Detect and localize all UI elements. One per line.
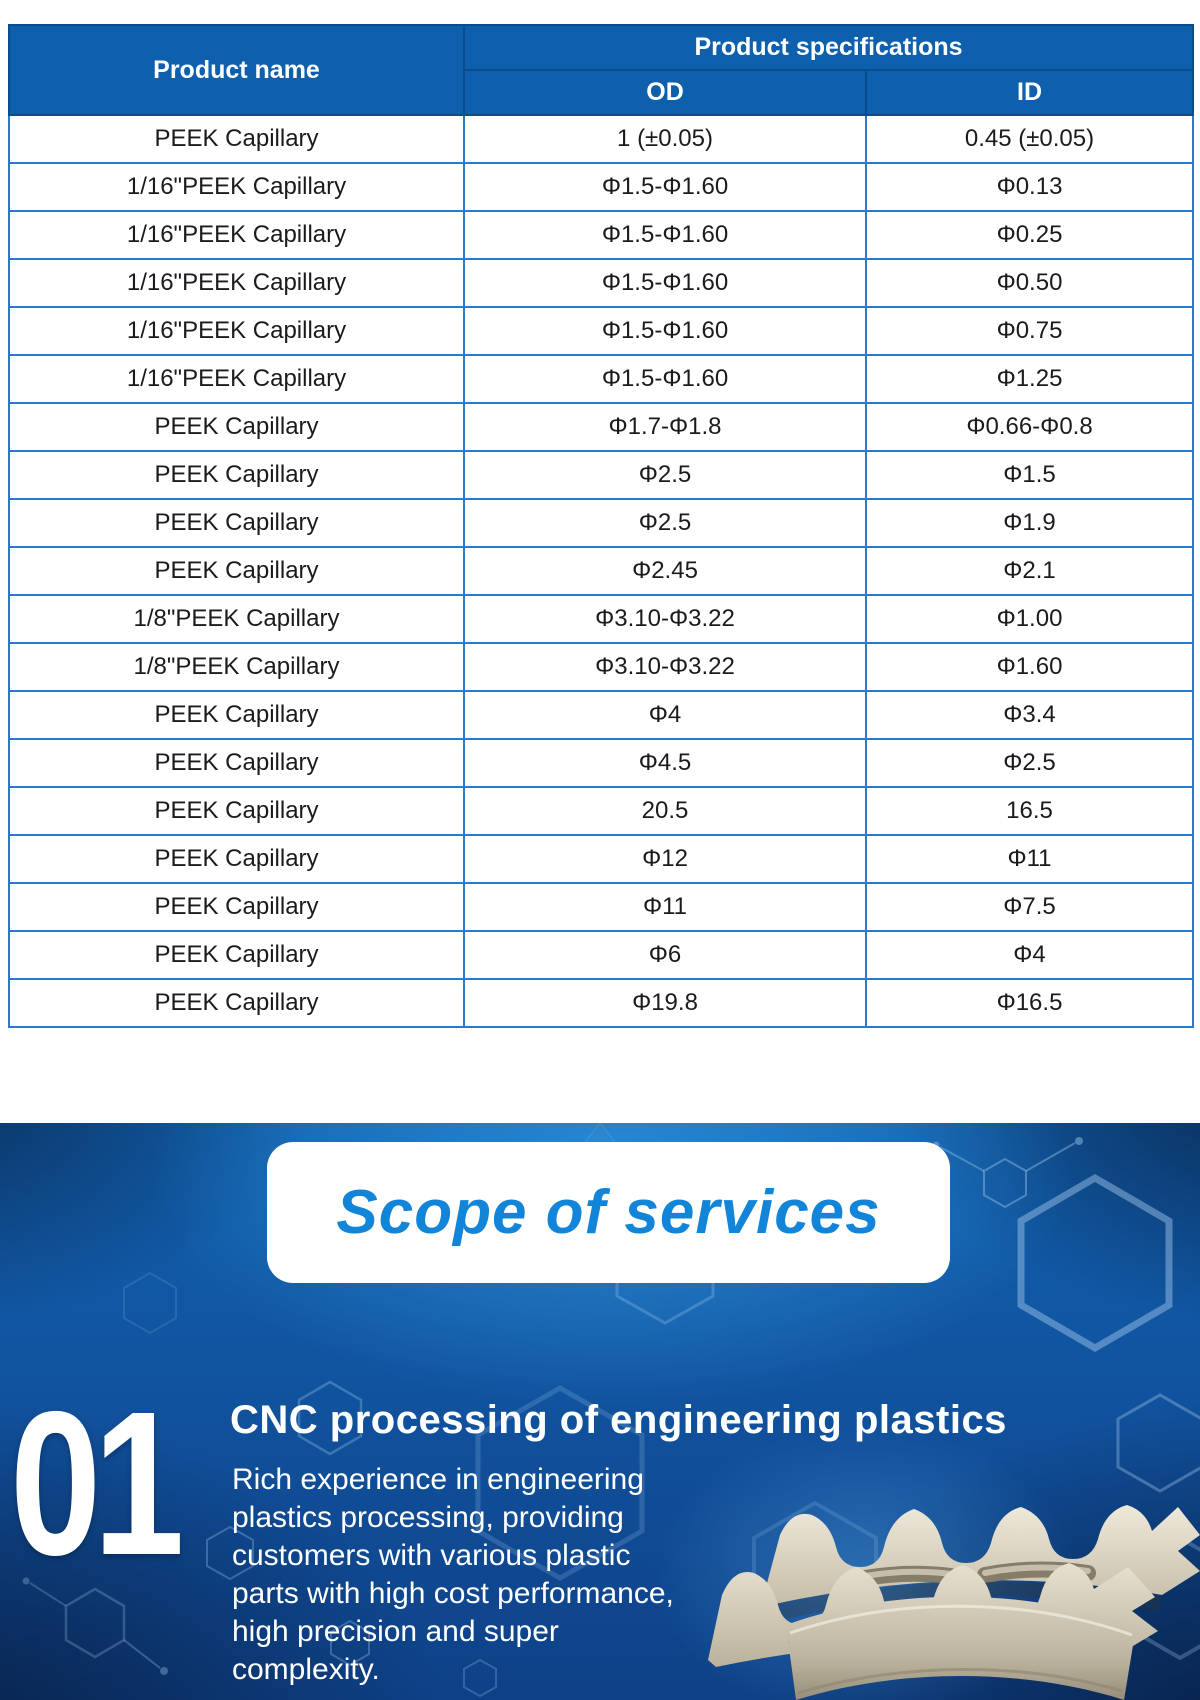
table-row: PEEK Capillary 20.5 16.5 <box>8 786 1194 836</box>
od-cell: Φ2.45 <box>463 546 867 596</box>
description-line: complexity. <box>232 1653 380 1686</box>
table-row: PEEK Capillary Φ4 Φ3.4 <box>8 690 1194 740</box>
product-spec-table: Product name Product specifications OD I… <box>8 24 1194 1028</box>
od-cell: Φ2.5 <box>463 498 867 548</box>
table-row: 1/16"PEEK Capillary Φ1.5-Φ1.60 Φ0.25 <box>8 210 1194 260</box>
service-item-title: CNC processing of engineering plastics <box>230 1398 1007 1442</box>
id-cell: 16.5 <box>865 786 1194 836</box>
od-cell: Φ4 <box>463 690 867 740</box>
table-row: 1/16"PEEK Capillary Φ1.5-Φ1.60 Φ1.25 <box>8 354 1194 404</box>
od-cell: 1 (±0.05) <box>463 114 867 164</box>
table-row: PEEK Capillary Φ11 Φ7.5 <box>8 882 1194 932</box>
description-line: parts with high cost performance, <box>232 1577 674 1610</box>
id-cell: Φ0.25 <box>865 210 1194 260</box>
table-row: PEEK Capillary Φ2.5 Φ1.9 <box>8 498 1194 548</box>
product-name-cell: PEEK Capillary <box>8 786 465 836</box>
scope-of-services-section: Scope of services 01 CNC processing of e… <box>0 1123 1200 1700</box>
table-header: Product name Product specifications OD I… <box>8 24 1194 116</box>
od-cell: Φ1.7-Φ1.8 <box>463 402 867 452</box>
product-name-cell: PEEK Capillary <box>8 450 465 500</box>
id-cell: Φ3.4 <box>865 690 1194 740</box>
column-header-id: ID <box>865 69 1194 116</box>
od-cell: Φ4.5 <box>463 738 867 788</box>
table-row: PEEK Capillary Φ19.8 Φ16.5 <box>8 978 1194 1028</box>
service-item-number: 01 <box>10 1369 184 1598</box>
id-cell: Φ0.66-Φ0.8 <box>865 402 1194 452</box>
id-cell: Φ2.5 <box>865 738 1194 788</box>
scope-of-services-box: Scope of services <box>267 1142 950 1283</box>
table-row: 1/16"PEEK Capillary Φ1.5-Φ1.60 Φ0.50 <box>8 258 1194 308</box>
table-row: 1/16"PEEK Capillary Φ1.5-Φ1.60 Φ0.13 <box>8 162 1194 212</box>
od-cell: 20.5 <box>463 786 867 836</box>
scope-of-services-title: Scope of services <box>336 1178 881 1247</box>
id-cell: Φ16.5 <box>865 978 1194 1028</box>
od-cell: Φ2.5 <box>463 450 867 500</box>
product-name-cell: PEEK Capillary <box>8 738 465 788</box>
product-name-cell: PEEK Capillary <box>8 978 465 1028</box>
table-row: PEEK Capillary Φ2.45 Φ2.1 <box>8 546 1194 596</box>
od-cell: Φ1.5-Φ1.60 <box>463 210 867 260</box>
table-row: PEEK Capillary 1 (±0.05) 0.45 (±0.05) <box>8 114 1194 164</box>
table-row: 1/8"PEEK Capillary Φ3.10-Φ3.22 Φ1.00 <box>8 594 1194 644</box>
od-cell: Φ3.10-Φ3.22 <box>463 642 867 692</box>
product-name-cell: PEEK Capillary <box>8 690 465 740</box>
column-header-od: OD <box>463 69 867 116</box>
table-row: 1/16"PEEK Capillary Φ1.5-Φ1.60 Φ0.75 <box>8 306 1194 356</box>
product-name-cell: PEEK Capillary <box>8 402 465 452</box>
id-cell: Φ7.5 <box>865 882 1194 932</box>
id-cell: Φ1.5 <box>865 450 1194 500</box>
product-name-cell: PEEK Capillary <box>8 882 465 932</box>
table-row: PEEK Capillary Φ1.7-Φ1.8 Φ0.66-Φ0.8 <box>8 402 1194 452</box>
id-cell: Φ0.75 <box>865 306 1194 356</box>
od-cell: Φ6 <box>463 930 867 980</box>
table-row: 1/8"PEEK Capillary Φ3.10-Φ3.22 Φ1.60 <box>8 642 1194 692</box>
product-name-cell: 1/16"PEEK Capillary <box>8 210 465 260</box>
description-line: customers with various plastic <box>232 1539 631 1572</box>
id-cell: Φ1.9 <box>865 498 1194 548</box>
id-cell: Φ0.13 <box>865 162 1194 212</box>
od-cell: Φ12 <box>463 834 867 884</box>
product-name-cell: 1/8"PEEK Capillary <box>8 642 465 692</box>
od-cell: Φ3.10-Φ3.22 <box>463 594 867 644</box>
product-name-cell: PEEK Capillary <box>8 114 465 164</box>
service-item-description: Rich experience in engineering plastics … <box>232 1461 674 1689</box>
id-cell: Φ2.1 <box>865 546 1194 596</box>
product-name-cell: 1/8"PEEK Capillary <box>8 594 465 644</box>
table-row: PEEK Capillary Φ6 Φ4 <box>8 930 1194 980</box>
table-row: PEEK Capillary Φ12 Φ11 <box>8 834 1194 884</box>
product-name-cell: PEEK Capillary <box>8 546 465 596</box>
od-cell: Φ19.8 <box>463 978 867 1028</box>
product-name-cell: 1/16"PEEK Capillary <box>8 354 465 404</box>
od-cell: Φ1.5-Φ1.60 <box>463 258 867 308</box>
column-header-product-name: Product name <box>8 24 465 116</box>
table-row: PEEK Capillary Φ4.5 Φ2.5 <box>8 738 1194 788</box>
od-cell: Φ1.5-Φ1.60 <box>463 162 867 212</box>
id-cell: Φ11 <box>865 834 1194 884</box>
description-line: Rich experience in engineering <box>232 1463 644 1496</box>
product-name-cell: 1/16"PEEK Capillary <box>8 162 465 212</box>
id-cell: Φ1.60 <box>865 642 1194 692</box>
od-cell: Φ1.5-Φ1.60 <box>463 354 867 404</box>
column-header-product-specifications: Product specifications <box>463 24 1194 71</box>
product-name-cell: PEEK Capillary <box>8 834 465 884</box>
id-cell: Φ0.50 <box>865 258 1194 308</box>
od-cell: Φ1.5-Φ1.60 <box>463 306 867 356</box>
product-name-cell: PEEK Capillary <box>8 930 465 980</box>
id-cell: 0.45 (±0.05) <box>865 114 1194 164</box>
id-cell: Φ1.25 <box>865 354 1194 404</box>
description-line: plastics processing, providing <box>232 1501 624 1534</box>
table-row: PEEK Capillary Φ2.5 Φ1.5 <box>8 450 1194 500</box>
description-line: high precision and super <box>232 1615 559 1648</box>
id-cell: Φ1.00 <box>865 594 1194 644</box>
product-name-cell: 1/16"PEEK Capillary <box>8 258 465 308</box>
od-cell: Φ11 <box>463 882 867 932</box>
product-name-cell: 1/16"PEEK Capillary <box>8 306 465 356</box>
product-name-cell: PEEK Capillary <box>8 498 465 548</box>
id-cell: Φ4 <box>865 930 1194 980</box>
product-photo <box>708 1505 1200 1700</box>
